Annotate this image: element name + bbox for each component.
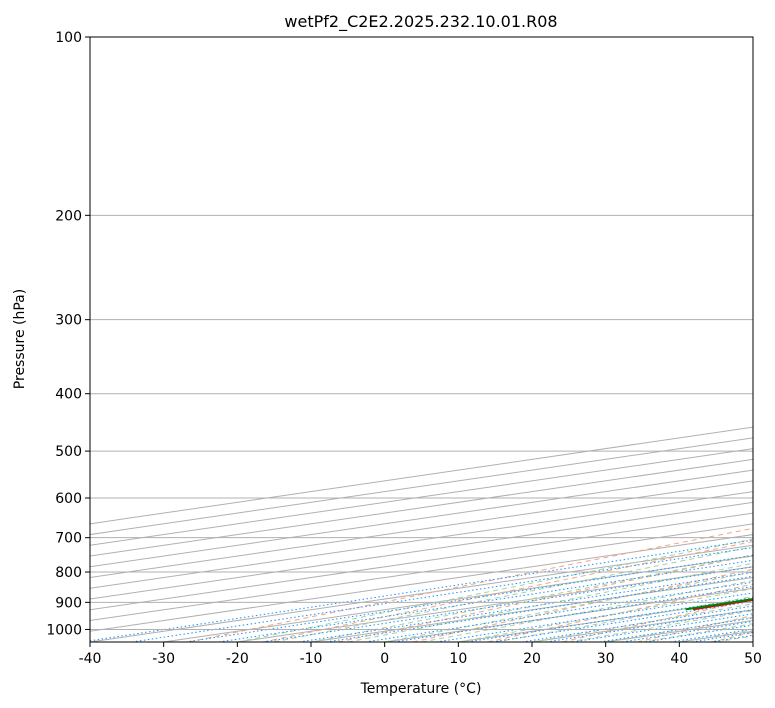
- x-tick-label: 30: [597, 651, 615, 667]
- plot-frame: [89, 36, 754, 643]
- x-tick-label: 20: [523, 651, 541, 667]
- isotherm-line: [90, 491, 753, 589]
- x-tick-label: 0: [380, 651, 389, 667]
- pressure-gridlines: [90, 37, 753, 630]
- y-tick-label: 100: [55, 30, 82, 46]
- x-tick-label: 10: [449, 651, 467, 667]
- y-tick-label: 900: [55, 595, 82, 611]
- mixing-ratio-line: [467, 597, 753, 642]
- mixing-ratio-line: [436, 592, 753, 642]
- mixing-ratio-line: [522, 605, 753, 642]
- y-tick-label: 500: [55, 444, 82, 460]
- isotherm-line: [90, 480, 753, 579]
- moist-adiabat-line: [458, 588, 753, 642]
- chart-title: wetPf2_C2E2.2025.232.10.01.R08: [284, 12, 557, 32]
- x-tick-label: -30: [152, 651, 175, 667]
- mixing-ratio-line: [90, 539, 753, 642]
- x-tick-label: -10: [300, 651, 323, 667]
- y-tick-label: 400: [55, 387, 82, 403]
- y-axis: 100 200 300 400 500 600 700 800 900 1000: [46, 30, 90, 638]
- y-tick-label: 700: [55, 531, 82, 547]
- x-tick-label: -20: [226, 651, 249, 667]
- y-tick-label: 300: [55, 313, 82, 329]
- y-tick-label: 200: [55, 208, 82, 224]
- isotherm-line: [90, 523, 753, 622]
- isotherm-line: [90, 469, 753, 568]
- isotherm-line: [90, 501, 753, 600]
- x-tick-label: 40: [670, 651, 688, 667]
- isotherm-line: [90, 512, 753, 611]
- background-lines: [90, 426, 753, 642]
- y-tick-label: 1000: [46, 622, 82, 638]
- x-tick-label: -40: [79, 651, 102, 667]
- y-tick-label: 600: [55, 491, 82, 507]
- isotherm-line: [90, 458, 753, 557]
- isotherm-line: [90, 448, 753, 546]
- mixing-ratio-line: [185, 554, 753, 642]
- x-tick-label: 50: [744, 651, 762, 667]
- mixing-ratio-line: [131, 546, 753, 642]
- x-axis: -40 -30 -20 -10 0 10 20 30 40 50: [79, 642, 762, 667]
- y-tick-label: 800: [55, 565, 82, 581]
- x-axis-label: Temperature (°C): [360, 681, 482, 697]
- isotherm-line: [90, 534, 753, 632]
- y-axis-label: Pressure (hPa): [12, 289, 28, 389]
- mixing-ratio-line: [492, 600, 753, 642]
